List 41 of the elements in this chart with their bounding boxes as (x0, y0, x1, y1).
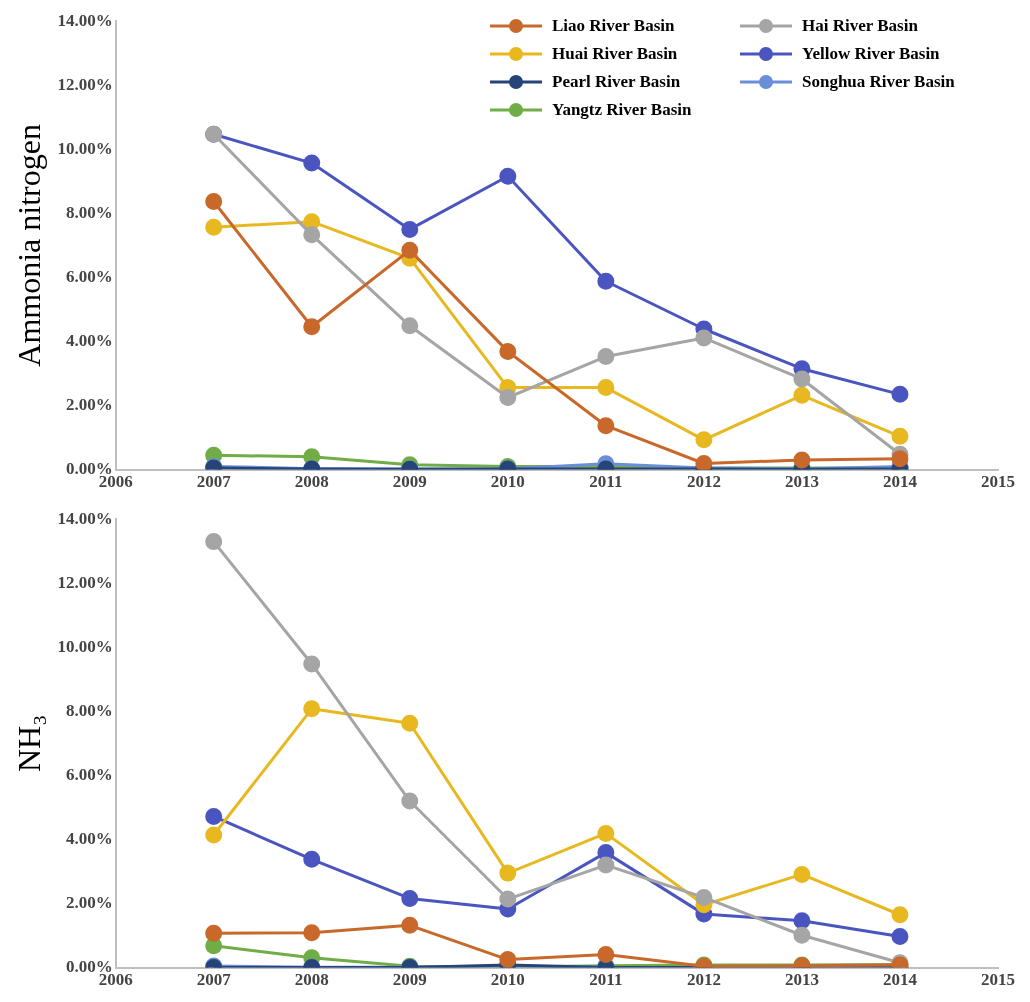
y-tick-label: 6.00% (65, 266, 113, 286)
y-tick-label: 14.00% (57, 508, 113, 528)
x-tick-label: 2013 (784, 970, 819, 990)
y-tick-label: 12.00% (57, 74, 113, 94)
y-tick-label: 14.00% (57, 10, 113, 30)
y-tick-label: 8.00% (65, 700, 113, 720)
x-tick-label: 2015 (981, 472, 1015, 492)
legend-label: Liao River Basin (552, 16, 675, 36)
x-tick-label: 2009 (392, 970, 427, 990)
x-tick-label: 2010 (490, 472, 525, 492)
y-tick-label: 10.00% (57, 138, 113, 158)
legend-label: Hai River Basin (802, 16, 918, 36)
x-tick-label: 2012 (686, 472, 721, 492)
y-tick-label: 4.00% (65, 828, 113, 848)
y-tick-label: 2.00% (65, 394, 113, 414)
x-tick-label: 2007 (196, 472, 232, 492)
x-tick-label: 2012 (686, 970, 721, 990)
x-tick-label: 2014 (882, 970, 918, 990)
x-tick-label: 2015 (981, 970, 1015, 990)
legend-label: Yangtz River Basin (552, 100, 692, 120)
x-tick-label: 2008 (294, 970, 329, 990)
y-axis-title: NH₃ (10, 714, 47, 773)
x-tick-label: 2010 (490, 970, 525, 990)
y-tick-label: 12.00% (57, 572, 113, 592)
y-tick-label: 10.00% (57, 636, 113, 656)
x-tick-label: 2011 (589, 472, 623, 492)
x-tick-label: 2011 (589, 970, 623, 990)
y-tick-label: 2.00% (65, 892, 113, 912)
legend-label: Songhua River Basin (802, 72, 955, 92)
y-tick-label: 8.00% (65, 202, 113, 222)
x-tick-label: 2013 (784, 472, 819, 492)
y-tick-label: 6.00% (65, 764, 113, 784)
x-tick-label: 2009 (392, 472, 427, 492)
x-tick-label: 2007 (196, 970, 232, 990)
legend-label: Huai River Basin (552, 44, 678, 64)
legend-label: Pearl River Basin (552, 72, 681, 92)
y-tick-label: 4.00% (65, 330, 113, 350)
legend-label: Yellow River Basin (802, 44, 940, 64)
y-axis-title: Ammonia nitrogen (10, 124, 47, 367)
x-tick-label: 2014 (882, 472, 918, 492)
x-tick-label: 2008 (294, 472, 329, 492)
